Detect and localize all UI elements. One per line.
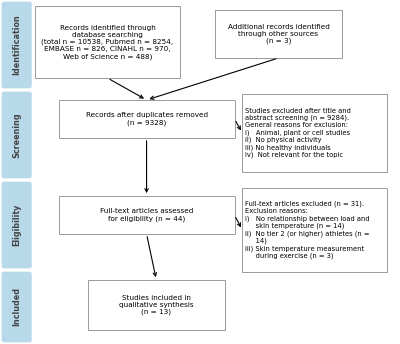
Text: Records after duplicates removed
(n = 9328): Records after duplicates removed (n = 93… [86, 112, 208, 126]
Text: Studies included in
qualitative synthesis
(n = 13): Studies included in qualitative synthesi… [119, 295, 194, 315]
FancyBboxPatch shape [88, 280, 225, 330]
FancyBboxPatch shape [2, 2, 31, 88]
Text: Records identified through
database searching
(total n = 10538, Pubmed n = 8254,: Records identified through database sear… [42, 24, 174, 60]
FancyBboxPatch shape [242, 94, 387, 172]
FancyBboxPatch shape [59, 196, 234, 234]
FancyBboxPatch shape [215, 10, 342, 58]
Text: Screening: Screening [12, 112, 21, 158]
Text: Additional records identified
through other sources
(n = 3): Additional records identified through ot… [228, 24, 330, 44]
FancyBboxPatch shape [2, 272, 31, 342]
Text: Studies excluded after title and
abstract screening (n = 9284).
General reasons : Studies excluded after title and abstrac… [245, 108, 351, 158]
FancyBboxPatch shape [59, 100, 234, 138]
Text: Identification: Identification [12, 15, 21, 75]
Text: Included: Included [12, 288, 21, 326]
FancyBboxPatch shape [2, 92, 31, 178]
Text: Full-text articles assessed
for eligibility (n = 44): Full-text articles assessed for eligibil… [100, 208, 193, 222]
FancyBboxPatch shape [2, 182, 31, 268]
Text: Full-text articles excluded (n = 31).
Exclusion reasons:
i)   No relationship be: Full-text articles excluded (n = 31). Ex… [245, 201, 370, 259]
FancyBboxPatch shape [35, 6, 180, 78]
FancyBboxPatch shape [242, 188, 387, 272]
Text: Eligibility: Eligibility [12, 204, 21, 246]
